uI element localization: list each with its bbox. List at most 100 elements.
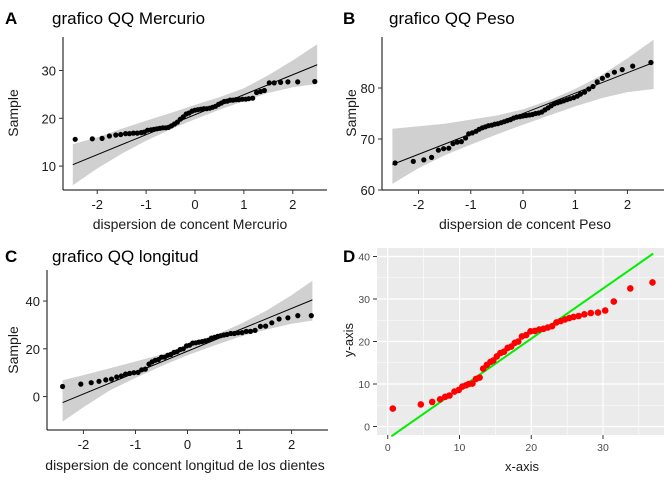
data-point <box>235 330 241 336</box>
data-point <box>135 369 141 375</box>
data-point <box>611 69 618 75</box>
y-tick-label: 20 <box>358 337 370 349</box>
data-point <box>96 378 102 384</box>
data-point <box>446 392 453 399</box>
data-point <box>441 146 447 152</box>
panel-title: grafico QQ Peso <box>389 9 515 28</box>
data-point <box>106 133 112 139</box>
data-point <box>428 398 436 406</box>
y-tick-label: 60 <box>361 183 375 198</box>
data-point <box>610 298 618 305</box>
x-tick-label: 2 <box>624 197 631 212</box>
data-point <box>599 75 606 81</box>
data-point <box>463 135 469 141</box>
data-point <box>308 313 314 319</box>
data-point <box>89 136 95 142</box>
data-point <box>261 87 267 94</box>
y-axis-title: Sample <box>5 326 21 374</box>
data-point <box>312 78 318 85</box>
data-point <box>436 396 444 403</box>
data-point <box>266 80 272 86</box>
x-tick-label: -2 <box>78 437 90 452</box>
data-point <box>269 320 275 326</box>
data-point <box>250 95 256 101</box>
data-point <box>649 279 656 286</box>
data-point <box>469 380 476 387</box>
x-tick-label: 2 <box>288 437 295 452</box>
data-point <box>271 80 277 86</box>
data-point <box>142 366 148 372</box>
data-point <box>392 160 398 166</box>
data-point <box>594 79 600 85</box>
x-tick-label: 10 <box>454 442 466 454</box>
data-point <box>246 96 252 102</box>
data-point <box>123 131 129 137</box>
data-point <box>429 154 435 160</box>
data-point <box>126 131 133 137</box>
reference-line <box>62 299 313 403</box>
x-tick-label: 1 <box>572 197 579 212</box>
data-point <box>263 323 269 329</box>
x-axis-title: dispersion de concent Mercurio <box>93 216 288 232</box>
data-point <box>130 130 136 136</box>
data-point <box>247 328 254 334</box>
y-axis-title: Sample <box>5 89 21 137</box>
data-point <box>295 313 301 319</box>
x-tick-label: 0 <box>519 197 526 212</box>
y-tick-label: 40 <box>26 294 40 309</box>
data-point <box>587 309 595 317</box>
data-point <box>605 72 611 78</box>
data-point <box>586 86 592 92</box>
data-point <box>548 322 556 330</box>
data-point <box>108 376 115 382</box>
data-point <box>278 79 284 85</box>
data-point <box>522 331 530 339</box>
panel-letter: B <box>343 9 355 28</box>
y-tick-label: 10 <box>42 159 56 174</box>
x-tick-label: -1 <box>130 437 142 452</box>
x-tick-label: 1 <box>236 437 243 452</box>
data-point <box>127 370 133 376</box>
data-point <box>134 130 140 136</box>
data-point <box>410 158 416 164</box>
y-tick-label: 20 <box>42 111 56 126</box>
x-tick-label: 0 <box>191 197 198 212</box>
data-point <box>577 91 584 97</box>
data-point <box>114 374 120 380</box>
data-point <box>123 371 129 377</box>
x-axis-title: x-axis <box>505 459 539 474</box>
y-tick-label: 70 <box>361 132 375 147</box>
data-point <box>78 381 84 387</box>
x-tick-label: -2 <box>413 197 425 212</box>
data-point <box>435 147 441 153</box>
data-point <box>72 136 78 142</box>
data-point <box>594 309 602 316</box>
confidence-band <box>392 39 654 184</box>
x-axis-title: dispersion de concent Peso <box>439 216 611 232</box>
data-point <box>570 313 577 321</box>
y-tick-label: 0 <box>364 422 370 434</box>
panel-a: -2 -1 0 1 2 10 20 30 A grafico QQ Mercurio dispers… <box>5 9 327 232</box>
data-point <box>257 88 264 95</box>
data-point <box>476 374 483 381</box>
x-tick-label: 20 <box>525 442 537 454</box>
data-point <box>575 312 582 320</box>
y-tick-label: 30 <box>42 63 56 78</box>
data-point <box>648 59 654 66</box>
data-point <box>630 63 636 69</box>
y-tick-label: 80 <box>361 81 375 96</box>
x-tick-label: 2 <box>289 197 296 212</box>
panel-letter: C <box>5 247 17 266</box>
data-point <box>590 83 596 90</box>
data-point <box>619 67 625 73</box>
y-tick-label: 40 <box>358 252 370 264</box>
x-axis-title: dispersion de concent longitud de los di… <box>45 457 324 473</box>
data-point <box>389 405 397 412</box>
y-tick-label: 0 <box>33 390 40 405</box>
x-tick-label: 30 <box>597 442 609 454</box>
data-point <box>131 370 137 376</box>
data-point <box>446 145 452 151</box>
